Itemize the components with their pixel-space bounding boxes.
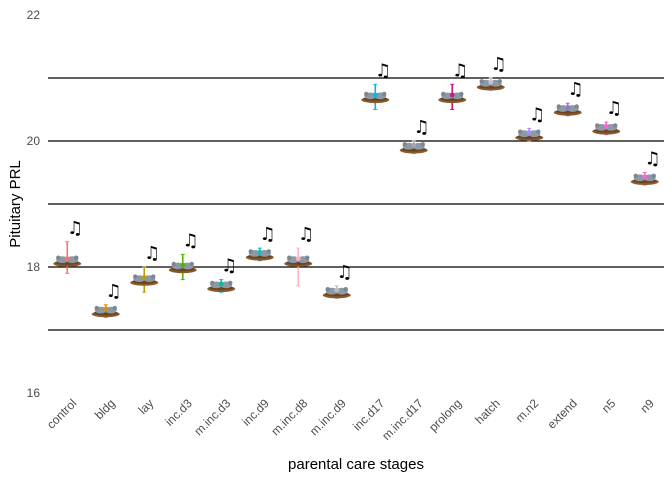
- x-tick-label: lay: [136, 396, 157, 417]
- bird-nest-icon: [630, 173, 659, 185]
- music-notes-icon: ♫: [183, 230, 199, 251]
- x-tick-label: hatch: [472, 396, 503, 427]
- x-tick-label: bldg: [92, 396, 118, 422]
- bird-nest-icon: [53, 255, 82, 267]
- x-tick-label: prolong: [426, 396, 464, 434]
- data-point: ♫: [399, 117, 430, 155]
- x-tick-label: extend: [544, 396, 579, 431]
- data-point: ♫: [130, 243, 160, 293]
- data-point: ♫: [476, 54, 507, 92]
- music-notes-icon: ♫: [298, 224, 314, 245]
- x-tick-label: inc.d3: [162, 396, 195, 429]
- data-point: ♫: [361, 60, 391, 110]
- music-notes-icon: ♫: [260, 224, 276, 245]
- bird-nest-icon: [130, 274, 159, 286]
- x-tick-label: m.inc.d3: [191, 396, 233, 438]
- x-tick-label: inc.d9: [239, 396, 272, 429]
- music-notes-icon: ♫: [529, 104, 545, 125]
- data-point: ♫: [284, 224, 314, 287]
- x-axis-ticks: control bldg lay inc.d3m.inc.d3 inc.d9m.inc.…: [44, 396, 657, 443]
- bird-nest-icon: [592, 123, 621, 135]
- music-notes-icon: ♫: [645, 149, 661, 170]
- data-point: ♫: [322, 262, 353, 299]
- data-point: ♫: [245, 224, 276, 262]
- music-notes-icon: ♫: [337, 262, 353, 283]
- data-point: ♫: [630, 149, 661, 186]
- y-tick-label: 22: [27, 8, 41, 22]
- music-notes-icon: ♫: [452, 60, 468, 81]
- data-point: ♫: [438, 60, 468, 110]
- bird-nest-icon: [553, 104, 582, 116]
- x-tick-label: inc.d17: [350, 396, 387, 433]
- music-notes-icon: ♫: [491, 54, 507, 75]
- x-tick-label: m.inc.d9: [307, 396, 349, 438]
- x-tick-label: m.inc.d17: [379, 396, 426, 443]
- x-tick-label: m.n2: [513, 396, 542, 425]
- y-tick-label: 20: [27, 134, 41, 148]
- bird-nest-icon: [438, 91, 467, 104]
- data-point: ♫: [53, 218, 83, 274]
- x-tick-label: n5: [599, 396, 619, 416]
- data-point: ♫: [91, 281, 122, 318]
- data-point: ♫: [168, 230, 199, 281]
- data-marks: ♫ ♫ ♫ ♫ ♫ ♫ ♫ ♫ ♫ ♫ ♫ ♫ ♫ ♫ ♫ ♫: [53, 54, 661, 318]
- y-axis-title: Pituitary PRL: [7, 160, 24, 248]
- bird-nest-icon: [322, 287, 351, 299]
- music-notes-icon: ♫: [144, 243, 160, 264]
- x-tick-label: n9: [638, 396, 658, 416]
- x-tick-label: m.inc.d8: [268, 396, 310, 438]
- bird-nest-icon: [91, 305, 120, 318]
- bird-nest-icon: [515, 129, 544, 141]
- data-point: ♫: [592, 98, 622, 136]
- music-notes-icon: ♫: [67, 218, 83, 239]
- data-point: ♫: [207, 256, 237, 293]
- x-tick-label: control: [44, 396, 79, 431]
- music-notes-icon: ♫: [106, 281, 122, 302]
- data-point: ♫: [553, 79, 584, 117]
- music-notes-icon: ♫: [568, 79, 584, 100]
- music-notes-icon: ♫: [375, 60, 391, 81]
- y-tick-label: 18: [27, 260, 41, 274]
- bird-nest-icon: [399, 142, 428, 154]
- x-axis-title: parental care stages: [288, 456, 424, 473]
- bird-nest-icon: [361, 91, 390, 104]
- y-tick-label: 16: [27, 386, 41, 400]
- music-notes-icon: ♫: [606, 98, 622, 119]
- y-axis-ticks: 16 18 20 22: [27, 8, 41, 400]
- bird-nest-icon: [476, 79, 505, 91]
- data-point: ♫: [515, 104, 545, 142]
- music-notes-icon: ♫: [414, 117, 430, 138]
- music-notes-icon: ♫: [221, 256, 237, 277]
- reference-lines: [48, 77, 664, 331]
- bird-nest-icon: [168, 261, 197, 274]
- bird-nest-icon: [245, 249, 274, 261]
- bird-nest-icon: [207, 280, 236, 293]
- bird-nest-icon: [284, 255, 313, 267]
